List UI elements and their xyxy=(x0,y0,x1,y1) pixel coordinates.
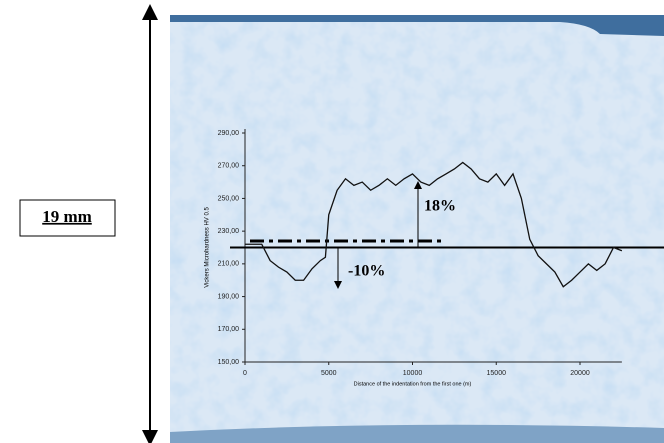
y-tick-label: 290,00 xyxy=(218,130,240,137)
y-tick-label: 250,00 xyxy=(218,195,240,202)
x-tick-label: 20000 xyxy=(570,370,590,377)
annotation: -10% xyxy=(348,263,385,280)
y-tick-label: 170,00 xyxy=(218,326,240,333)
x-tick-label: 10000 xyxy=(403,370,423,377)
y-tick-label: 230,00 xyxy=(218,228,240,235)
x-tick-label: 0 xyxy=(243,370,247,377)
data-line xyxy=(245,161,623,288)
micrograph-texture xyxy=(170,15,664,443)
dimension-box xyxy=(19,199,116,237)
dimension-label: 19 mm xyxy=(42,207,92,226)
root-bead xyxy=(170,424,664,443)
y-tick-label: 270,00 xyxy=(218,163,240,170)
y-tick-label: 190,00 xyxy=(218,293,240,300)
y-tick-label: 150,00 xyxy=(218,359,240,366)
y-tick-label: 210,00 xyxy=(218,261,240,268)
x-tick-label: 5000 xyxy=(321,370,337,377)
annotation: 18% xyxy=(424,198,456,215)
y-axis-label: Vickers Microhardness HV 0.5 xyxy=(205,207,211,288)
x-axis-label: Distance of the indentation from the fir… xyxy=(354,381,472,387)
weld-bead xyxy=(170,15,664,36)
x-tick-label: 15000 xyxy=(487,370,507,377)
